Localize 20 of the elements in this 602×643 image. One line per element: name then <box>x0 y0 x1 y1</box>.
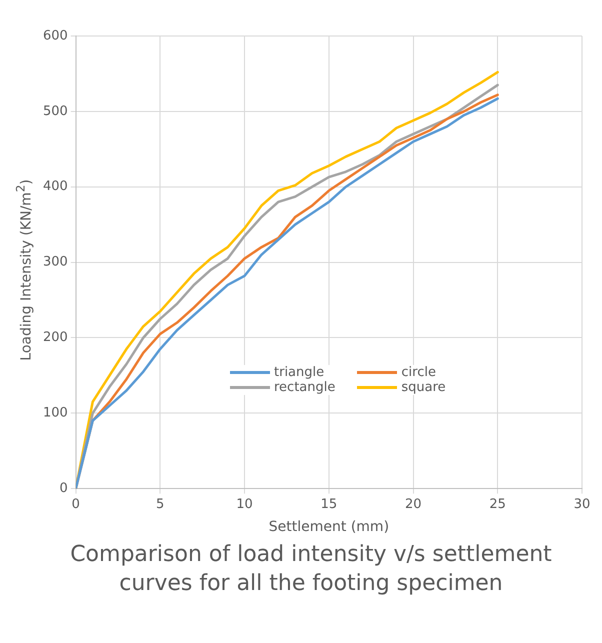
legend-label: triangle <box>273 365 326 380</box>
text: Comparison of load intensity v/s settlement curves for all the footing specimen <box>69 541 553 598</box>
x-tick-label: 0 <box>72 496 80 512</box>
y-tick-label: 500 <box>42 104 68 119</box>
x-tick-label: 25 <box>489 496 506 512</box>
y-tick-label: 100 <box>42 406 68 421</box>
y-tick-label: 300 <box>42 254 68 270</box>
x-tick-label: 30 <box>574 496 590 512</box>
x-tick-label: 20 <box>405 496 422 512</box>
y-tick-label: 600 <box>42 28 68 44</box>
legend-label: circle <box>400 365 437 380</box>
x-axis-title: Settlement (mm) <box>268 519 390 536</box>
x-tick-label: 15 <box>320 496 338 512</box>
y-tick-label: 400 <box>42 179 68 194</box>
x-tick-label: 10 <box>236 496 253 512</box>
y-tick-label: 0 <box>60 480 68 496</box>
y-tick-label: 200 <box>42 330 68 346</box>
legend-label: rectangle <box>273 380 336 395</box>
legend-label: square <box>400 380 446 395</box>
x-tick-label: 5 <box>156 496 164 512</box>
